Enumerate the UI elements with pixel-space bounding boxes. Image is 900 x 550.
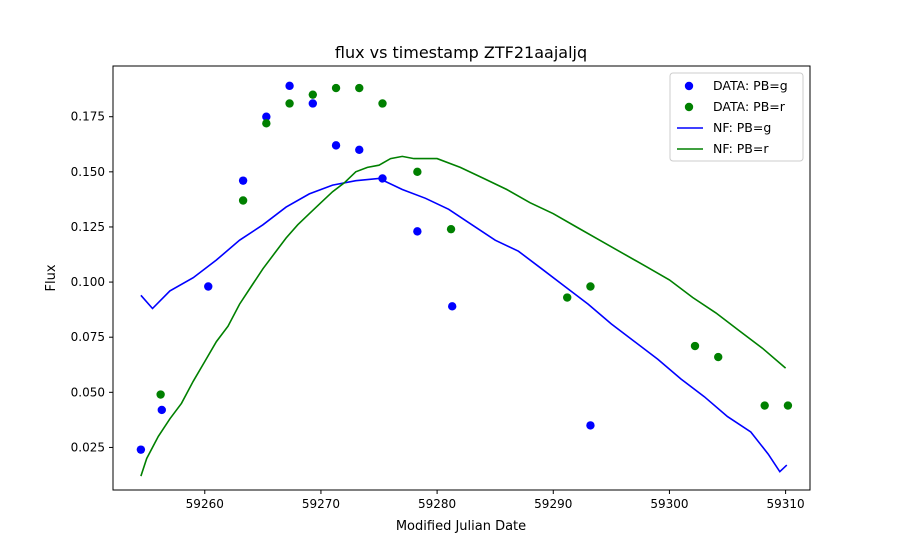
legend-marker <box>684 102 694 112</box>
data-point <box>308 90 318 99</box>
data-point <box>760 401 769 410</box>
y-tick-label: 0.025 <box>71 440 105 454</box>
data-point <box>355 145 364 154</box>
legend-label: DATA: PB=r <box>713 99 786 114</box>
data-point <box>157 405 166 415</box>
x-tick-label: 59270 <box>302 497 340 511</box>
x-tick-label: 59300 <box>650 497 688 511</box>
x-tick-label: 59280 <box>418 497 456 511</box>
data-point <box>413 227 422 236</box>
legend-marker <box>684 81 694 91</box>
plot-layer <box>136 81 793 477</box>
x-tick-label: 59290 <box>534 497 572 511</box>
data-point <box>355 83 364 93</box>
chart-title: flux vs timestamp ZTF21aajaljq <box>335 43 587 62</box>
y-tick-label: 0.050 <box>71 385 105 399</box>
data-point <box>586 282 595 291</box>
data-point <box>285 81 294 91</box>
y-axis: 0.025 0.050 0.075 0.100 0.125 0.150 0.175 <box>71 110 113 454</box>
series-line-3 <box>140 155 787 477</box>
legend: DATA: PB=g DATA: PB=r NF: PB=g NF: PB=r <box>669 72 804 162</box>
data-point <box>586 421 595 430</box>
x-axis-label: Modified Julian Date <box>396 519 526 534</box>
legend-label: NF: PB=g <box>713 120 771 135</box>
data-point <box>783 401 793 410</box>
data-point <box>448 302 457 311</box>
legend-label: DATA: PB=g <box>713 78 788 93</box>
y-tick-label: 0.175 <box>71 110 105 124</box>
x-axis: 59260 59270 59280 59290 59300 59310 <box>186 490 805 511</box>
data-point <box>136 445 146 454</box>
legend-frame <box>669 72 804 162</box>
data-point <box>262 112 271 121</box>
data-point <box>331 141 341 150</box>
data-point <box>238 196 248 205</box>
data-point <box>331 83 341 93</box>
plot-frame <box>112 65 811 491</box>
data-point <box>378 174 387 183</box>
data-point <box>238 176 248 185</box>
y-axis-label: Flux <box>44 264 59 291</box>
data-point <box>714 352 723 362</box>
data-point <box>285 99 294 108</box>
legend-label: NF: PB=r <box>713 141 769 156</box>
y-tick-label: 0.075 <box>71 330 105 344</box>
x-tick-label: 59260 <box>186 497 224 511</box>
data-point <box>690 341 700 351</box>
y-tick-label: 0.125 <box>71 220 105 234</box>
data-point <box>378 99 387 108</box>
data-point <box>204 282 213 291</box>
data-point <box>262 119 271 128</box>
data-point <box>308 99 318 108</box>
y-tick-label: 0.150 <box>71 165 105 179</box>
x-tick-label: 59310 <box>767 497 805 511</box>
y-tick-label: 0.100 <box>71 275 105 289</box>
data-point <box>413 167 422 177</box>
data-point <box>563 293 572 302</box>
data-point <box>446 224 456 234</box>
data-point <box>156 390 165 399</box>
series-line-2 <box>140 177 788 473</box>
